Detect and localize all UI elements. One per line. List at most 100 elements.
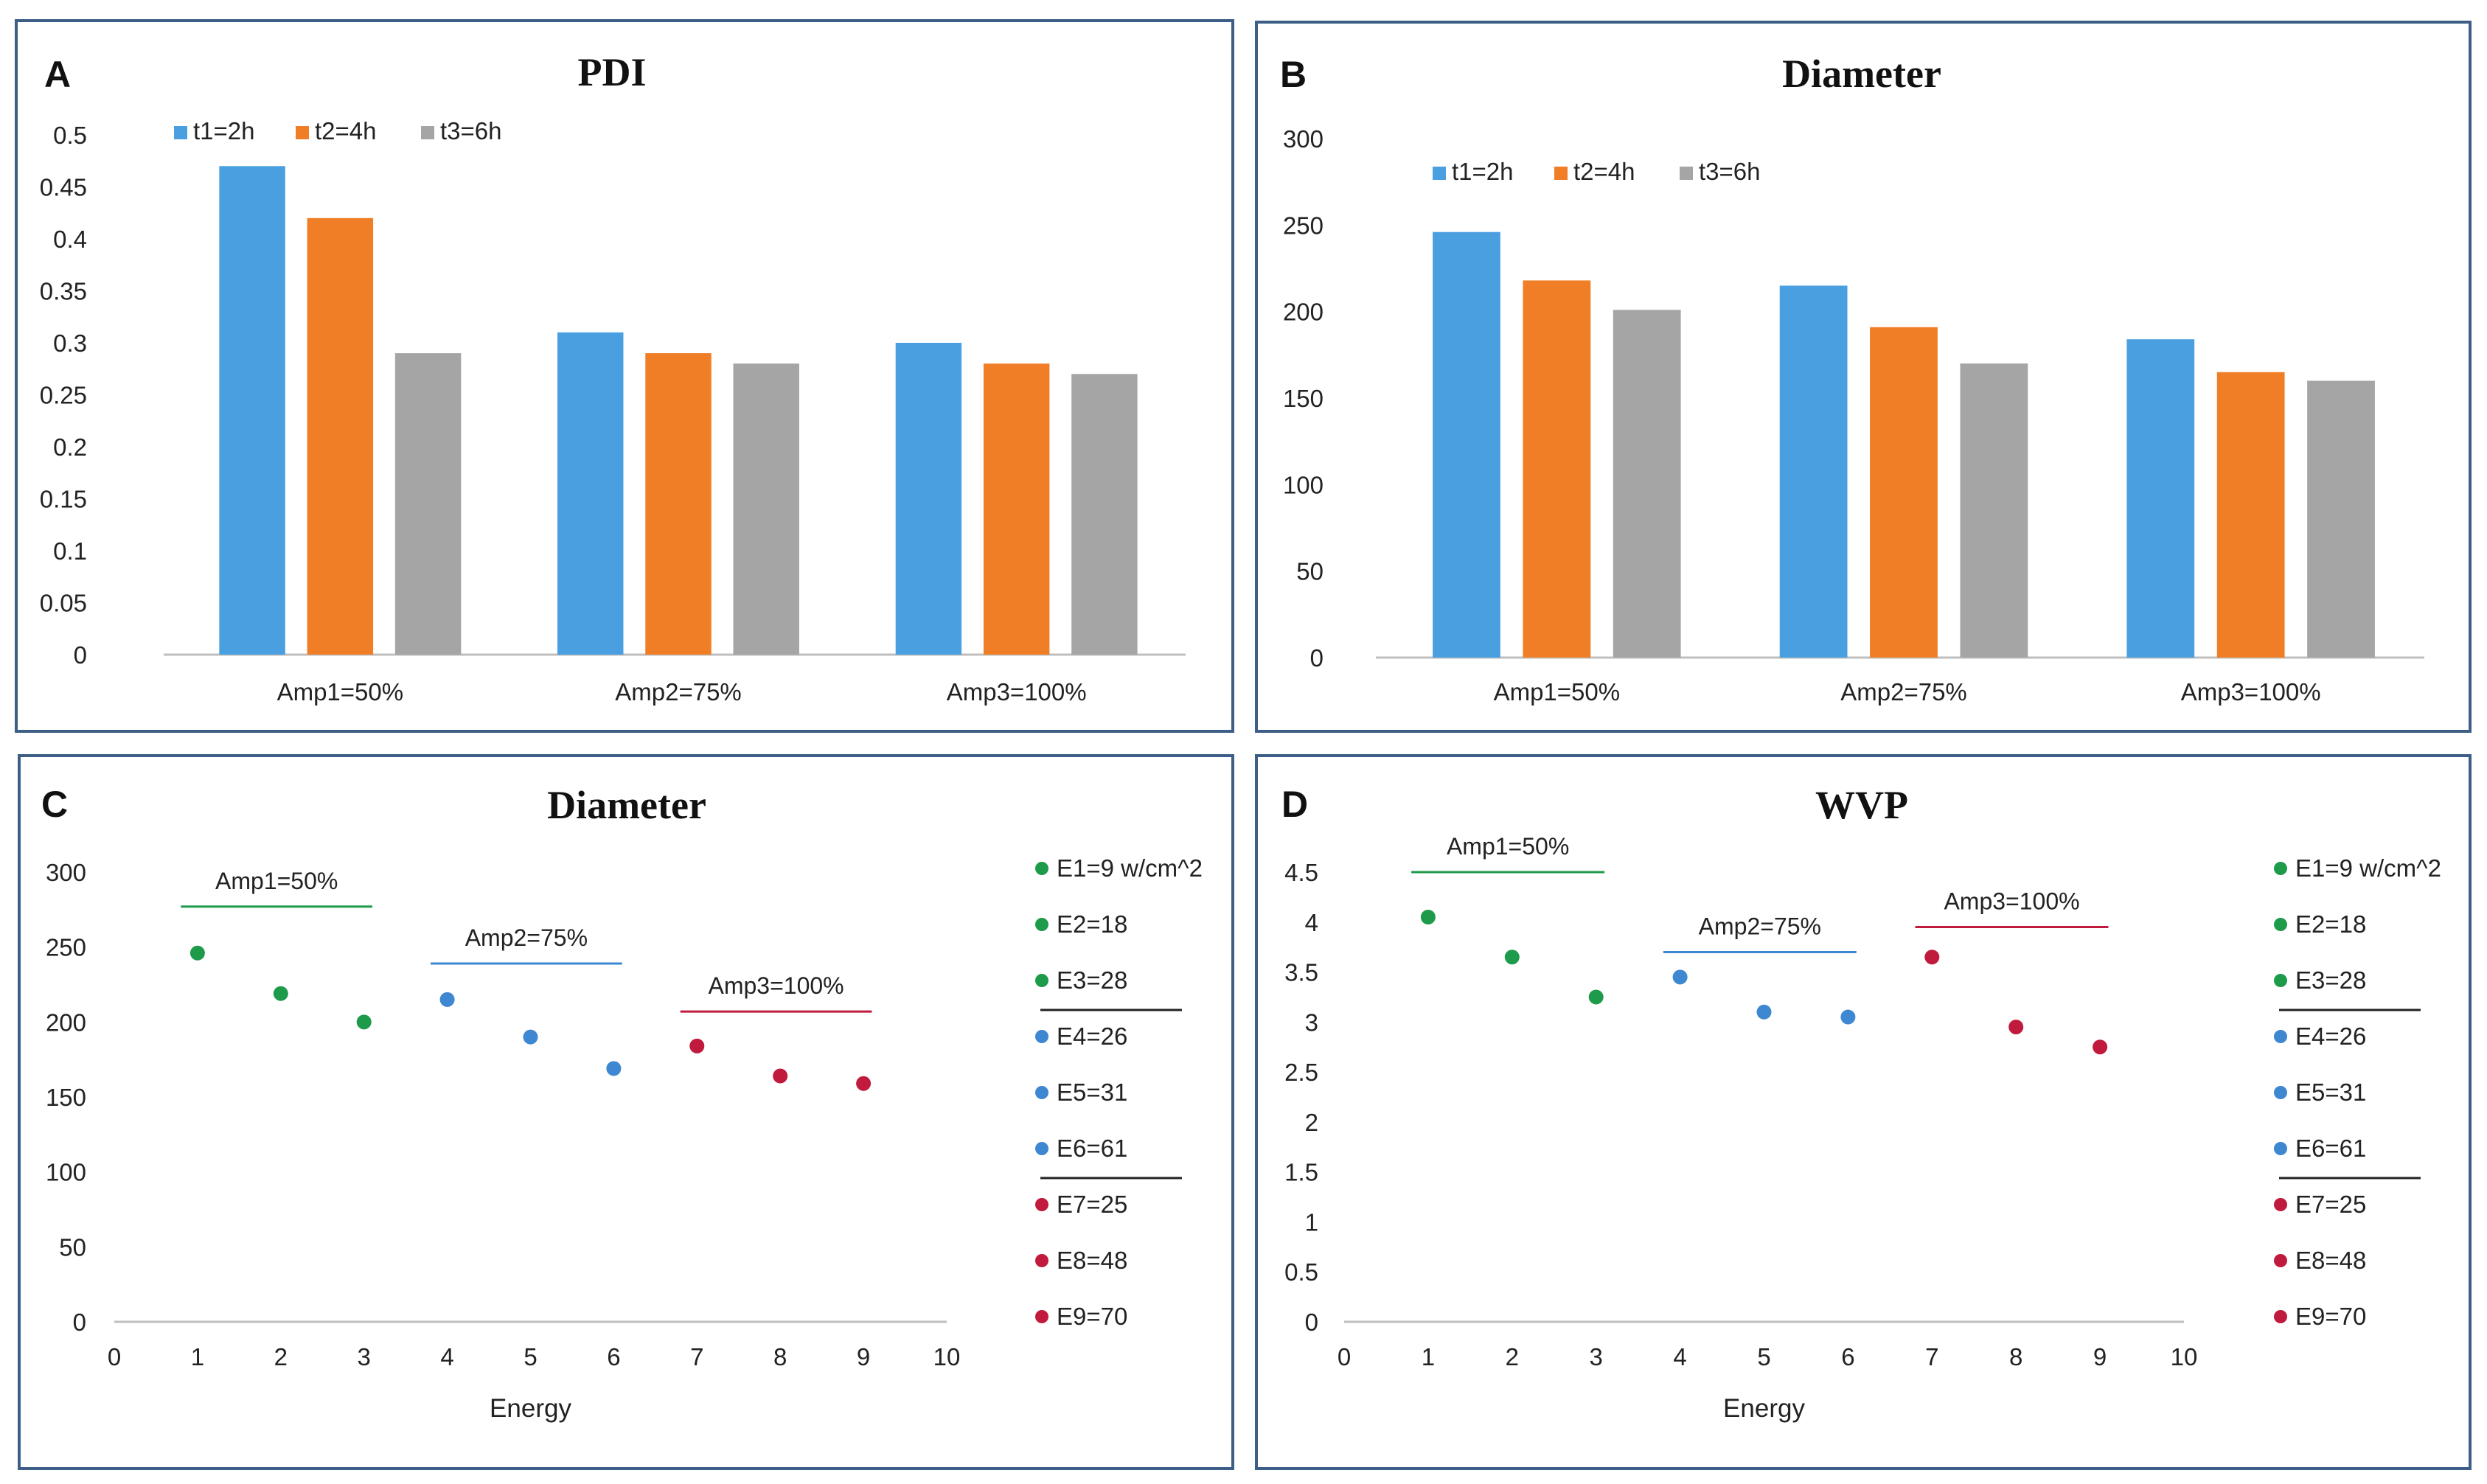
legend-label: t1=2h — [1452, 158, 1514, 185]
data-point-e8 — [2008, 1020, 2024, 1035]
y-tick-label: 300 — [1283, 125, 1323, 153]
legend-swatch — [1433, 167, 1446, 180]
y-tick-label: 200 — [1283, 299, 1323, 326]
panel-c: C Diameter 0 50 100 150 200 250 300 0 1 2 3 4 5 6 7 8 9 1… — [18, 754, 1234, 1470]
bar-t1-3 — [895, 343, 962, 655]
y-tick-label: 200 — [46, 1009, 86, 1036]
y-tick-label: 0 — [74, 641, 87, 669]
y-tick-label: 0.3 — [53, 330, 87, 357]
legend-marker — [2274, 1086, 2287, 1099]
legend-marker — [2274, 1254, 2287, 1267]
y-tick-label: 50 — [59, 1233, 86, 1261]
bar-t3-3 — [1071, 374, 1138, 655]
bar-t1-1 — [219, 166, 285, 655]
y-tick-label: 1.5 — [1284, 1159, 1318, 1186]
y-tick-label: 250 — [1283, 212, 1323, 239]
legend-marker — [1035, 1086, 1048, 1099]
panel-b: B Diameter 0 50 100 150 200 250 300 Amp1=50% Amp… — [1255, 21, 2472, 733]
legend-swatch — [296, 126, 309, 139]
y-tick-label: 100 — [1283, 471, 1323, 498]
legend-marker — [2274, 862, 2287, 875]
legend-label: E1=9 w/cm^2 — [2295, 854, 2441, 882]
y-tick-label: 250 — [46, 934, 86, 961]
category-label: Amp2=75% — [615, 678, 742, 706]
y-tick-label: 0.5 — [53, 122, 87, 149]
x-tick-label: 6 — [1841, 1343, 1854, 1370]
legend-marker — [2274, 918, 2287, 931]
x-axis-label: Energy — [1723, 1394, 1805, 1423]
panel-a-plot: 0 0.05 0.1 0.15 0.2 0.25 0.3 0.35 0.4 0.45 0.5 Amp1… — [40, 117, 1186, 706]
panel-d-title: WVP — [1815, 783, 1908, 827]
legend-marker — [1035, 862, 1048, 875]
panel-c-title: Diameter — [547, 783, 706, 827]
group-label-amp1: Amp1=50% — [215, 868, 338, 894]
y-tick-label: 0.15 — [40, 486, 87, 513]
data-point-e7 — [689, 1038, 705, 1053]
data-point-e6 — [606, 1061, 622, 1076]
x-axis-label: Energy — [490, 1394, 571, 1423]
x-tick-label: 1 — [191, 1343, 204, 1370]
x-tick-label: 10 — [2171, 1343, 2198, 1370]
x-tick-label: 3 — [358, 1343, 371, 1370]
bar-t3-1 — [394, 353, 462, 655]
legend-label: t2=4h — [1573, 158, 1635, 185]
bar-t1-3 — [2126, 339, 2195, 658]
bar-t1-2 — [1779, 285, 1848, 658]
legend-marker — [1035, 1310, 1048, 1323]
legend-marker — [2274, 974, 2287, 987]
data-point-e1 — [189, 945, 205, 961]
y-tick-label: 0 — [1305, 1309, 1318, 1336]
bar-t2-3 — [983, 363, 1050, 655]
x-tick-label: 8 — [773, 1343, 787, 1370]
x-tick-label: 7 — [1925, 1343, 1938, 1370]
legend-label: E5=31 — [1057, 1079, 1127, 1106]
legend-marker — [2274, 1310, 2287, 1323]
legend-label: E6=61 — [2295, 1135, 2366, 1162]
data-point-e3 — [1588, 989, 1604, 1005]
x-tick-label: 9 — [857, 1343, 870, 1370]
data-point-e5 — [523, 1029, 538, 1045]
legend-label: t3=6h — [1699, 158, 1761, 185]
legend-label: E8=48 — [2295, 1247, 2366, 1274]
bar-t1-1 — [1433, 231, 1500, 658]
y-tick-label: 0.4 — [53, 226, 87, 253]
legend-label: E7=25 — [2295, 1191, 2366, 1218]
legend-label: E9=70 — [1057, 1303, 1127, 1330]
group-label-amp1: Amp1=50% — [1447, 833, 1569, 860]
bar-t2-2 — [645, 353, 712, 655]
y-tick-label: 0.45 — [40, 174, 87, 201]
y-tick-label: 100 — [46, 1159, 86, 1186]
x-tick-label: 9 — [2093, 1343, 2107, 1370]
y-tick-label: 0.2 — [53, 433, 87, 461]
panel-d-frame — [1255, 754, 2472, 1470]
bar-t3-2 — [733, 363, 799, 655]
legend-swatch — [1554, 167, 1568, 180]
y-tick-label: 4 — [1305, 909, 1318, 936]
data-point-e9 — [856, 1076, 872, 1091]
legend-label: E1=9 w/cm^2 — [1057, 854, 1203, 882]
y-tick-label: 150 — [1283, 385, 1323, 412]
x-tick-label: 3 — [1590, 1343, 1603, 1370]
data-point-e2 — [1504, 950, 1520, 965]
legend-label: E2=18 — [1057, 910, 1127, 938]
bar-t3-3 — [2307, 380, 2375, 658]
data-point-e6 — [1840, 1009, 1856, 1025]
legend-label: E8=48 — [1057, 1247, 1127, 1274]
y-tick-label: 300 — [46, 859, 86, 886]
legend-marker — [2274, 1198, 2287, 1211]
group-label-amp2: Amp2=75% — [1699, 913, 1821, 939]
y-tick-label: 0.35 — [40, 278, 87, 305]
legend-swatch — [174, 126, 187, 139]
legend-label: t1=2h — [193, 117, 255, 144]
legend-marker — [1035, 974, 1048, 987]
legend-label: t3=6h — [440, 117, 502, 144]
legend-label: E4=26 — [1057, 1023, 1127, 1050]
x-tick-label: 4 — [1673, 1343, 1686, 1370]
legend-label: E3=28 — [2295, 966, 2366, 994]
data-point-e8 — [773, 1068, 788, 1084]
y-tick-label: 0 — [73, 1309, 86, 1336]
legend-label: E3=28 — [1057, 966, 1127, 994]
legend-label: E4=26 — [2295, 1023, 2366, 1050]
y-tick-label: 0.1 — [53, 537, 87, 565]
data-point-e2 — [273, 986, 288, 1001]
